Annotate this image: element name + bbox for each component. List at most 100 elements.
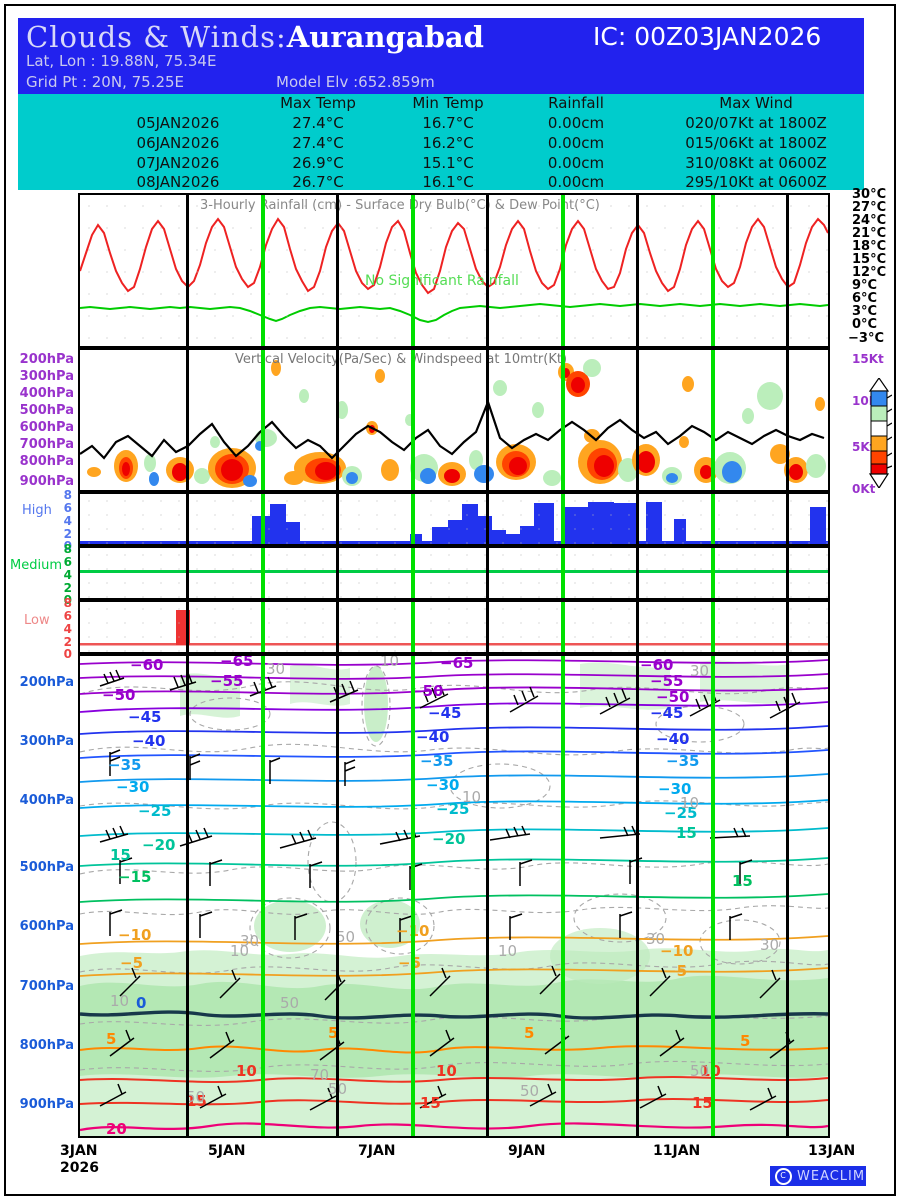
ytick-pressure: 900hPa (19, 474, 74, 489)
cell-max-wind: 015/06Kt at 1800Z (685, 134, 827, 152)
day-divider-green (411, 350, 415, 490)
cell-rainfall: 0.00cm (547, 173, 605, 191)
page-border (4, 4, 896, 1196)
svg-text:−20: −20 (432, 830, 465, 848)
day-divider (336, 548, 339, 598)
ytick-main-pressure: 300hPa (19, 734, 74, 749)
svg-text:−45: −45 (650, 704, 683, 722)
dot-grid (80, 602, 828, 652)
day-divider (186, 656, 189, 1136)
ytick-main-pressure: 600hPa (19, 919, 74, 934)
ytick-main-pressure: 700hPa (19, 979, 74, 994)
table-header-row: Max Temp Min Temp Rainfall Max Wind (18, 94, 864, 113)
day-divider (636, 602, 639, 652)
day-divider-green (711, 195, 715, 346)
svg-text:10: 10 (462, 788, 481, 806)
svg-text:15: 15 (732, 872, 753, 890)
day-divider (636, 195, 639, 346)
svg-text:15: 15 (110, 846, 131, 864)
day-divider-green (261, 195, 265, 346)
cell-min-temp: 16.7°C (422, 114, 474, 132)
cloud-label-high: High (22, 503, 52, 518)
svg-text:10: 10 (110, 992, 129, 1010)
cell-rainfall: 0.00cm (547, 154, 605, 172)
forecast-summary-table: Max Temp Min Temp Rainfall Max Wind 05JA… (18, 94, 864, 191)
day-divider (186, 195, 189, 346)
svg-text:15: 15 (676, 824, 697, 842)
isotherm-contours (80, 659, 828, 1132)
svg-text:−50: −50 (410, 682, 443, 700)
no-rainfall-annotation: No Significant Rainfall (365, 273, 519, 289)
svg-text:−10: −10 (660, 942, 693, 960)
dot-grid (80, 494, 828, 544)
cell-min-temp: 16.2°C (422, 134, 474, 152)
svg-text:−65: −65 (220, 656, 253, 670)
init-condition: IC: 00Z03JAN2026 (593, 22, 822, 51)
cell-max-temp: 26.7°C (292, 173, 344, 191)
day-divider (636, 494, 639, 544)
ytick-temp: 27°C (852, 200, 887, 215)
svg-text:5: 5 (328, 1024, 338, 1042)
cell-rainfall: 0.00cm (547, 114, 605, 132)
model-elevation-text: Model Elv :652.859m (276, 73, 435, 91)
table-row: 06JAN2026 27.4°C 16.2°C 0.00cm 015/06Kt … (18, 134, 864, 153)
day-divider-green (411, 602, 415, 652)
day-divider-green (561, 195, 565, 346)
cell-max-temp: 27.4°C (292, 114, 344, 132)
svg-text:5: 5 (106, 1030, 116, 1048)
svg-text:10: 10 (680, 794, 699, 812)
vv-blobs (87, 359, 826, 488)
ytick-pressure: 700hPa (19, 437, 74, 452)
gridpoint-text: Grid Pt : 20N, 75.25E (26, 73, 185, 91)
ytick-cloud-medium: 0 (63, 593, 72, 607)
ytick-cloud-medium: 4 (63, 568, 72, 582)
dot-grid (80, 195, 828, 346)
ytick-pressure: 800hPa (19, 454, 74, 469)
xtick-label: 7JAN (358, 1143, 396, 1159)
svg-text:50: 50 (280, 994, 299, 1012)
svg-text:30: 30 (646, 930, 665, 948)
svg-text:0: 0 (136, 994, 146, 1012)
ytick-temp: 0°C (852, 317, 878, 332)
panel-cloud-high (78, 492, 830, 546)
ytick-cloud-high: 2 (63, 527, 72, 541)
day-divider (486, 350, 489, 490)
svg-text:−25: −25 (664, 804, 697, 822)
ytick-cloud-low: 0 (63, 647, 72, 661)
ytick-temp: 21°C (852, 226, 887, 241)
svg-text:−30: −30 (658, 780, 691, 798)
svg-text:50: 50 (520, 1082, 539, 1100)
svg-text:−15: −15 (118, 868, 151, 886)
title-prefix: Clouds & Winds: (26, 20, 287, 54)
header-bar: Clouds & Winds:Aurangabad IC: 00Z03JAN20… (18, 18, 864, 94)
svg-text:10: 10 (236, 1062, 257, 1080)
svg-text:−30: −30 (116, 778, 149, 796)
day-divider (186, 602, 189, 652)
svg-text:15: 15 (186, 1092, 207, 1110)
panel-surface-temperature: 3-Hourly Rainfall (cm) - Surface Dry Bul… (78, 193, 830, 348)
svg-text:15: 15 (692, 1094, 713, 1112)
column-header-max-temp: Max Temp (280, 94, 356, 112)
cell-date: 06JAN2026 (136, 134, 220, 152)
xtick-label: 11JAN (653, 1143, 701, 1159)
svg-text:10: 10 (230, 942, 249, 960)
day-divider (636, 548, 639, 598)
xtick-label: 3JAN (60, 1143, 98, 1159)
svg-text:−5: −5 (120, 954, 143, 972)
svg-text:−65: −65 (440, 656, 473, 672)
ytick-windspeed: 5Kt (852, 440, 876, 454)
cell-min-temp: 15.1°C (422, 154, 474, 172)
svg-text:50: 50 (690, 1062, 709, 1080)
svg-text:−40: −40 (656, 730, 689, 748)
svg-text:−5: −5 (664, 962, 687, 980)
day-divider (186, 350, 189, 490)
humidity-contours (80, 665, 828, 1072)
ytick-cloud-high: 6 (63, 501, 72, 515)
svg-text:−50: −50 (102, 686, 135, 704)
day-divider-green (411, 548, 415, 598)
svg-text:−45: −45 (128, 708, 161, 726)
ytick-temp: 15°C (852, 252, 887, 267)
svg-text:5: 5 (740, 1032, 750, 1050)
humidity-labels: 30 30 10 10 30 50 10 30 30 10 50 70 50 5… (110, 656, 779, 1106)
svg-text:10: 10 (436, 1062, 457, 1080)
